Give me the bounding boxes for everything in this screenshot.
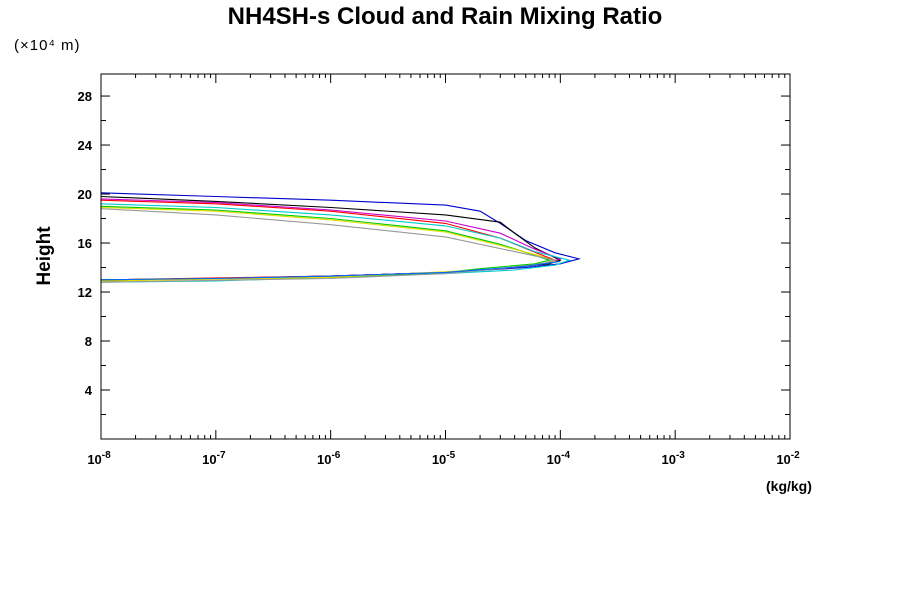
- chart-title: NH4SH-s Cloud and Rain Mixing Ratio: [228, 3, 663, 30]
- plot-frame: [100, 73, 791, 440]
- y-tick-label: 16: [78, 236, 92, 251]
- x-tick-label: 10-6: [317, 450, 341, 467]
- x-axis-unit: (kg/kg): [766, 478, 812, 494]
- y-axis-unit: (×10⁴ m): [14, 37, 81, 54]
- series-line-8: [100, 208, 556, 283]
- y-tick-label: 28: [78, 89, 92, 104]
- x-tick-label: 10-8: [87, 450, 111, 467]
- y-tick-label: 24: [78, 138, 93, 153]
- y-axis-label: Height: [34, 226, 55, 286]
- y-tick-label: 20: [78, 187, 92, 202]
- axes-layer: 10-8 10-7 10-6 10-5 10-4 10-3 10-2 4 8 12 16 20 24 28: [78, 73, 800, 467]
- y-tick-label: 8: [85, 334, 92, 349]
- series-line-9: [100, 260, 561, 281]
- x-tick-label: 10-3: [661, 450, 685, 467]
- x-tick-label: 10-2: [776, 450, 800, 467]
- x-tick-label: 10-7: [202, 450, 226, 467]
- y-tick-label: 12: [78, 285, 92, 300]
- x-tick-label: 10-4: [547, 450, 571, 467]
- y-tick-label: 4: [85, 383, 93, 398]
- series-line-6: [100, 205, 552, 281]
- x-tick-label: 10-5: [432, 450, 456, 467]
- series-layer: [100, 192, 582, 283]
- series-line-5: [100, 203, 572, 283]
